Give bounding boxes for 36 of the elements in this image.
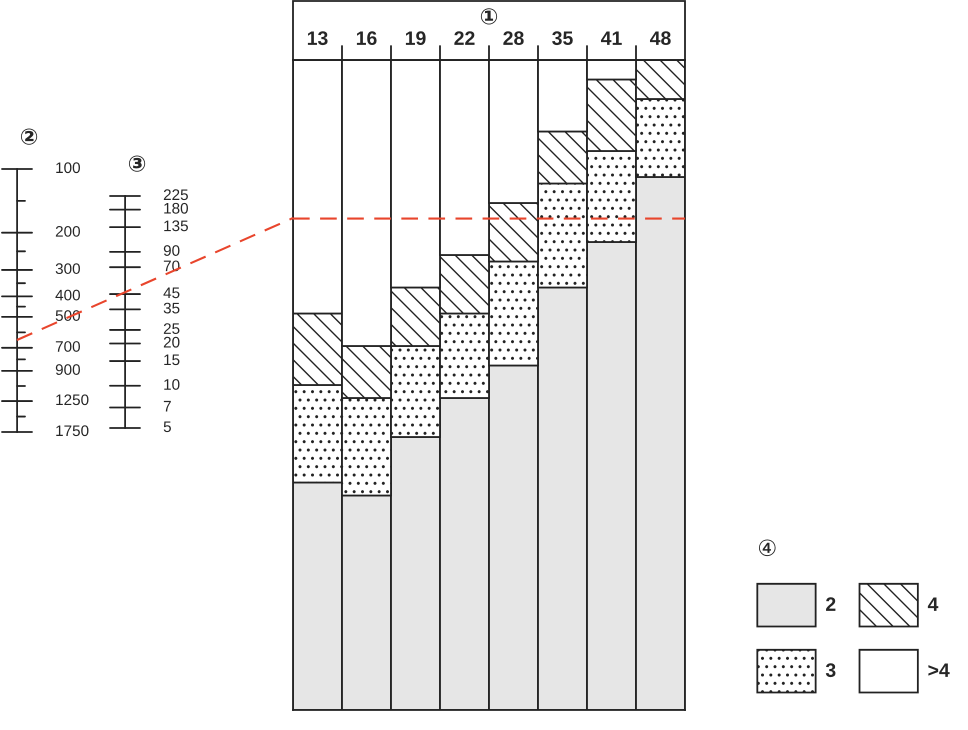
x-tick-label: 35 [552,31,573,46]
text: 400 [55,290,80,300]
text: 1250 [56,394,88,406]
text: 20 [164,336,180,348]
text: ③ [128,155,146,172]
x-tick-label: 19 [406,31,426,46]
text: 45 [163,288,180,298]
text: ② [20,128,38,145]
text: 300 [56,263,80,274]
x-tick-label: 13 [308,31,328,46]
text: 135 [164,220,188,232]
text: 10 [164,379,180,390]
legend-title: ④ [758,539,776,556]
text: 15 [164,354,180,366]
text: 1750 [56,425,88,436]
x-tick-label: 16 [356,31,377,46]
x-tick-label: 41 [600,31,622,45]
legend-label: 4 [928,597,938,611]
text: 90 [164,245,180,256]
text: 5 [164,421,171,432]
legend-label: 2 [826,597,836,611]
text: 100 [56,162,80,174]
text: 700 [56,341,80,352]
x-tick-label: 22 [454,31,475,45]
x-tick-label: 28 [503,31,524,46]
text: 7 [164,400,171,412]
legend-label: 3 [826,663,836,678]
text: 180 [164,202,188,214]
x-tick-label: 48 [650,31,671,46]
chart-title: ① [480,8,498,24]
text: 225 [164,189,188,200]
text: 35 [164,302,180,314]
text: 200 [56,226,80,237]
legend-label: >4 [928,663,950,677]
text: 25 [164,323,180,334]
text: 900 [56,364,80,375]
